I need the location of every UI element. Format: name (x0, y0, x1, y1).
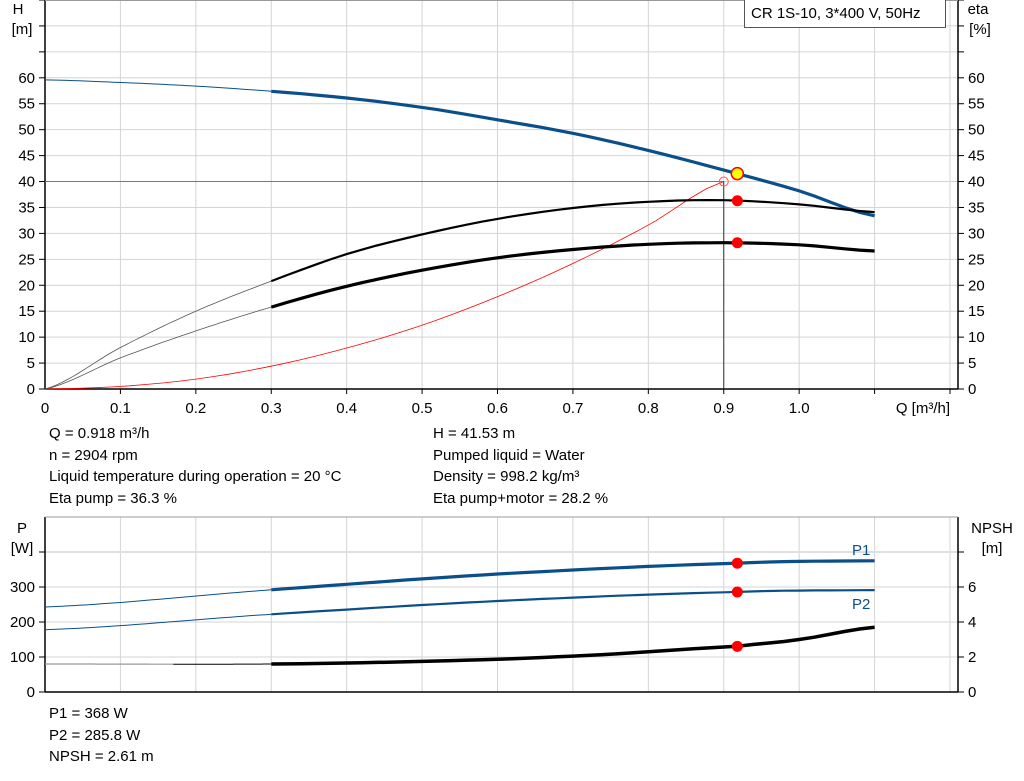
x-tick-label: 0.8 (638, 400, 659, 417)
p-tick-label: 300 (10, 579, 35, 596)
y-tick-label-right: 30 (968, 225, 985, 242)
y-tick-label-left: 35 (18, 199, 35, 216)
readout-liquid-temperature: Liquid temperature during operation = 20… (49, 468, 342, 485)
y-tick-label-left: 25 (18, 251, 35, 268)
y-tick-label-left: 40 (18, 174, 35, 191)
y-tick-label-right: 40 (968, 174, 985, 191)
readout-density: Density = 998.2 kg/m³ (433, 468, 580, 485)
y-tick-label-right: 0 (968, 381, 976, 398)
y-tick-label-right: 35 (968, 199, 985, 216)
y-tick-label-right: 15 (968, 303, 985, 320)
p1-curve-extrapolated (44, 589, 272, 608)
eta-pump-curve (270, 198, 875, 283)
y-tick-label-right: 5 (968, 355, 976, 372)
y-tick-label-right: 45 (968, 148, 985, 165)
x-tick-label: 0.6 (487, 400, 508, 417)
readouts-bottom: P1 = 368 W P2 = 285.8 W NPSH = 2.61 m (49, 703, 154, 768)
y-tick-label-right: 10 (968, 329, 985, 346)
q-axis-label: Q [m³/h] (896, 400, 950, 417)
x-tick-label: 0.1 (110, 400, 131, 417)
axis-labels: H [m] eta [%] Q [m³/h] P [W] NPSH [m] P1… (11, 1, 1013, 613)
npsh-axis-label: NPSH (971, 520, 1013, 537)
readout-q: Q = 0.918 m³/h (49, 425, 150, 442)
x-tick-label: 0.7 (562, 400, 583, 417)
x-tick-label: 0.2 (185, 400, 206, 417)
npsh-tick-label: 0 (968, 684, 976, 701)
p2-curve-extrapolated (44, 613, 272, 631)
x-tick-label: 0.5 (412, 400, 433, 417)
y-tick-label-right: 60 (968, 70, 985, 87)
eta-pump-motor-curve (270, 241, 875, 309)
y-tick-label-left: 50 (18, 122, 35, 139)
p2-point-marker (731, 586, 743, 598)
readout-n: n = 2904 rpm (49, 446, 138, 464)
y-tick-label-left: 55 (18, 96, 35, 113)
bottom-grid: 0 100 200 300 0 2 4 6 (10, 516, 976, 701)
readout-h: H = 41.53 m (433, 425, 516, 442)
y-tick-label-right: 20 (968, 277, 985, 294)
h-curve (271, 89, 875, 218)
y-tick-label-left: 0 (27, 381, 35, 398)
readouts-top-left: Q = 0.918 m³/h n = 2904 rpm Liquid tempe… (49, 423, 341, 509)
y-tick-label-right: 50 (968, 122, 985, 139)
y-tick-label-left: 20 (18, 277, 35, 294)
chart-title: CR 1S-10, 3*400 V, 50Hz (744, 0, 946, 28)
readout-pumped-liquid: Pumped liquid = Water (433, 446, 585, 464)
npsh-axis-unit: [m] (982, 540, 1003, 557)
h-curve-extrapolated (44, 79, 272, 92)
p-axis-unit: [W] (11, 540, 34, 557)
readout-p2: P2 = 285.8 W (49, 726, 141, 744)
npsh-point-marker (731, 640, 743, 652)
eta-pump-point-marker (731, 195, 743, 207)
p2-series-label: P2 (852, 596, 870, 613)
y-tick-label-right: 55 (968, 96, 985, 113)
y-tick-label-right: 25 (968, 251, 985, 268)
h-axis-label: H (13, 1, 24, 18)
y-tick-label-left: 30 (18, 225, 35, 242)
x-tick-label: 0.9 (713, 400, 734, 417)
npsh-tick-label: 4 (968, 614, 976, 631)
curves (44, 79, 875, 666)
p-axis-label: P (17, 520, 27, 537)
eta-pump-motor-point-marker (731, 237, 743, 249)
readout-eta-pump-motor: Eta pump+motor = 28.2 % (433, 489, 609, 507)
p-tick-label: 100 (10, 649, 35, 666)
readout-p1: P1 = 368 W (49, 705, 128, 722)
y-tick-label-left: 5 (27, 355, 35, 372)
y-tick-label-left: 15 (18, 303, 35, 320)
eta-axis-unit: [%] (969, 21, 991, 38)
x-tick-label: 1.0 (789, 400, 810, 417)
x-tick-label: 0 (41, 400, 49, 417)
x-tick-label: 0.4 (336, 400, 357, 417)
y-tick-label-left: 45 (18, 148, 35, 165)
duty-point-marker (718, 176, 729, 187)
p1-point-marker (731, 557, 743, 569)
eta-pump-motor-curve-extrapolated (44, 306, 272, 390)
x-tick-label: 0.3 (261, 400, 282, 417)
operating-point-marker (730, 166, 745, 181)
p2-curve (271, 589, 875, 616)
y-tick-label-left: 60 (18, 70, 35, 87)
npsh-tick-label: 2 (968, 649, 976, 666)
p-tick-label: 0 (27, 684, 35, 701)
p1-curve (271, 559, 875, 592)
npsh-curve (271, 625, 875, 666)
readout-eta-pump: Eta pump = 36.3 % (49, 489, 177, 507)
readout-npsh: NPSH = 2.61 m (49, 748, 154, 765)
readouts-top-right: H = 41.53 m Pumped liquid = Water Densit… (433, 423, 608, 509)
p-tick-label: 200 (10, 614, 35, 631)
eta-axis-label: eta (968, 1, 990, 18)
npsh-tick-label: 6 (968, 579, 976, 596)
p1-series-label: P1 (852, 542, 870, 559)
h-axis-unit: [m] (12, 21, 33, 38)
y-tick-label-left: 10 (18, 329, 35, 346)
eta-pump-curve-extrapolated (44, 280, 272, 390)
